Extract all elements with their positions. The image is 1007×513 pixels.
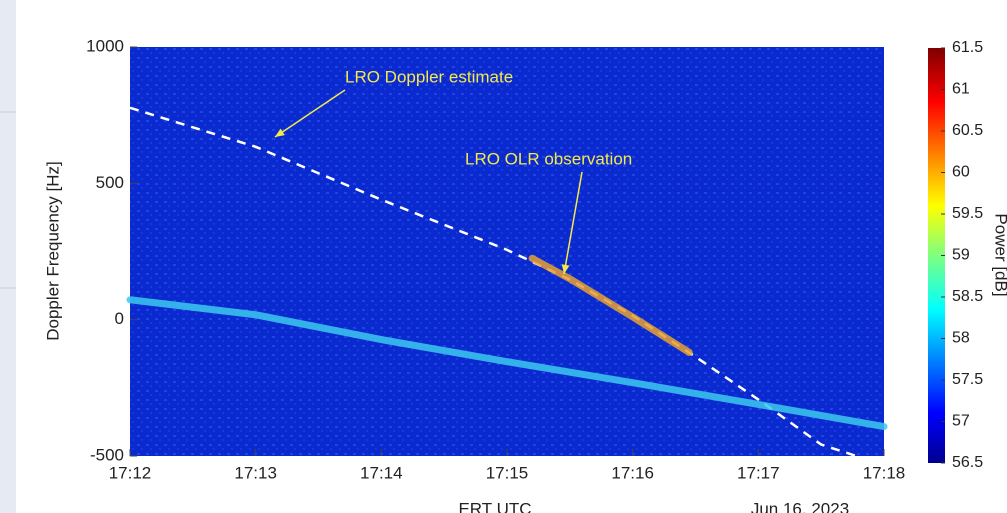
plot-noise <box>130 47 884 456</box>
colorbar-tick-label: 60.5 <box>952 122 983 139</box>
y-tick-label: -500 <box>90 445 124 464</box>
sidebar <box>0 0 16 513</box>
colorbar-tick-label: 58.5 <box>952 288 983 305</box>
colorbar-tick-label: 61 <box>952 81 970 98</box>
annotation-arrow <box>563 171 583 275</box>
x-tick-label: 17:17 <box>737 463 780 482</box>
y-tick-label: 1000 <box>86 36 124 55</box>
annotation-arrowhead <box>561 264 570 274</box>
annotation: LRO OLR observation <box>465 149 632 168</box>
estimate-line <box>129 106 857 458</box>
annotation: LRO Doppler estimate <box>345 67 513 86</box>
colorbar-tick-label: 57 <box>952 413 970 430</box>
signal-trace <box>528 254 693 356</box>
colorbar-tick-label: 59.5 <box>952 205 983 222</box>
x-tick-label: 17:13 <box>234 463 277 482</box>
x-tick-label: 17:16 <box>611 463 654 482</box>
annotation-arrowhead <box>275 128 285 137</box>
x-tick-label: 17:12 <box>109 463 152 482</box>
colorbar-tick-label: 57.5 <box>952 371 983 388</box>
colorbar-tick-label: 61.5 <box>952 39 983 56</box>
colorbar-tick-label: 56.5 <box>952 454 983 471</box>
x-tick-label: 17:15 <box>486 463 529 482</box>
colorbar-label: Power [dB] <box>992 213 1007 296</box>
signal-trace <box>126 296 888 431</box>
date-label: Jun 16, 2023 <box>751 499 849 513</box>
x-tick-label: 17:18 <box>863 463 906 482</box>
colorbar-tick-label: 60 <box>952 164 970 181</box>
colorbar-tick-label: 58 <box>952 330 970 347</box>
annotation-arrow <box>274 89 346 138</box>
colorbar <box>928 48 945 463</box>
x-axis-label: ERT UTC <box>458 499 531 513</box>
y-tick-label: 0 <box>115 309 124 328</box>
y-tick-label: 500 <box>96 173 124 192</box>
x-tick-label: 17:14 <box>360 463 403 482</box>
y-axis-label: Doppler Frequency [Hz] <box>43 161 62 341</box>
colorbar-tick-label: 59 <box>952 247 970 264</box>
